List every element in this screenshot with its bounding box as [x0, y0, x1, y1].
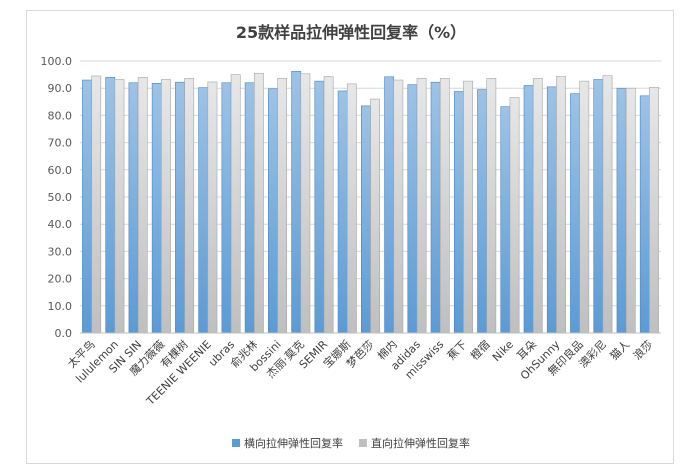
y-tick-label: 80.0	[48, 109, 73, 122]
bar-horizontal	[360, 105, 371, 334]
legend-item-horizontal: 横向拉伸弹性回复率	[232, 435, 343, 451]
bar-vertical	[161, 79, 171, 334]
bar-vertical	[346, 83, 357, 334]
bar-horizontal	[268, 88, 278, 334]
x-tick-label: Nike	[490, 338, 516, 364]
y-tick-label: 50.0	[48, 191, 73, 204]
bar-vertical	[649, 87, 659, 334]
bar-vertical	[463, 80, 473, 334]
bar-vertical	[207, 81, 218, 334]
legend-swatch-vertical	[359, 439, 367, 447]
bar-horizontal	[639, 95, 650, 334]
x-tick-label: 猫人	[608, 338, 633, 363]
bar-horizontal	[82, 79, 92, 334]
bar-vertical	[439, 78, 450, 334]
bar-vertical	[254, 72, 264, 334]
bar-horizontal	[221, 82, 232, 334]
bar-vertical	[137, 77, 148, 334]
y-tick-label: 70.0	[48, 137, 73, 150]
chart-title: 25款样品拉伸弹性回复率（%）	[235, 23, 467, 42]
legend-item-vertical: 直向拉伸弹性回复率	[359, 435, 470, 451]
bar-vertical	[230, 74, 241, 334]
bar-vertical	[602, 75, 613, 334]
bar-vertical	[277, 78, 288, 334]
bar-vertical	[184, 78, 195, 334]
bar-horizontal	[384, 76, 395, 334]
legend-swatch-horizontal	[232, 439, 240, 447]
y-tick-label: 100.0	[41, 55, 73, 68]
bar-vertical	[370, 98, 380, 334]
bar-vertical	[625, 87, 636, 334]
bar-horizontal	[244, 82, 255, 334]
bar-vertical	[579, 80, 590, 334]
bar-vertical	[416, 78, 427, 334]
y-tick-label: 40.0	[48, 218, 73, 231]
bar-horizontal	[570, 93, 580, 334]
y-tick-label: 60.0	[48, 164, 73, 177]
bar-vertical	[486, 78, 497, 334]
y-tick-label: 20.0	[48, 273, 73, 286]
bar-horizontal	[430, 81, 441, 334]
y-tick-label: 0.0	[55, 327, 73, 340]
y-tick-label: 30.0	[48, 245, 73, 258]
bar-horizontal	[175, 81, 185, 334]
legend-label-horizontal: 横向拉伸弹性回复率	[244, 437, 343, 450]
bar-horizontal	[523, 85, 534, 334]
bar-horizontal	[593, 79, 604, 334]
bar-horizontal	[477, 89, 487, 334]
bar-horizontal	[105, 77, 116, 334]
bar-vertical	[393, 79, 404, 334]
chart-legend: 横向拉伸弹性回复率 直向拉伸弹性回复率	[27, 435, 675, 451]
bar-horizontal	[453, 91, 464, 334]
x-tick-label: 橙宿	[467, 337, 492, 362]
bar-horizontal	[198, 87, 209, 334]
bar-vertical	[532, 78, 543, 334]
bar-horizontal	[314, 80, 325, 334]
bar-horizontal	[546, 86, 557, 334]
bar-horizontal	[407, 84, 418, 334]
bar-vertical	[91, 75, 102, 334]
bar-vertical	[323, 76, 334, 334]
bar-vertical	[114, 79, 125, 334]
bar-chart: 0.0 10.0 20.0 30.0 40.0 50.0 60.0 70.0 80.0 90.0 1…	[41, 55, 661, 408]
bar-horizontal	[151, 83, 162, 334]
x-tick-label: 浪莎	[630, 337, 655, 362]
bar-vertical	[509, 97, 520, 334]
bar-vertical	[300, 73, 311, 334]
bar-vertical	[556, 76, 566, 334]
bar-horizontal	[616, 87, 627, 334]
bar-horizontal	[128, 82, 139, 334]
bar-horizontal	[291, 71, 302, 334]
legend-label-vertical: 直向拉伸弹性回复率	[371, 437, 470, 450]
y-tick-label: 90.0	[48, 82, 73, 95]
bar-horizontal	[337, 90, 348, 334]
bar-horizontal	[500, 106, 511, 334]
x-tick-label: 蕉下	[445, 338, 470, 363]
chart-frame: 25款样品拉伸弹性回复率（%） 0.0 10.0 20.0 30.0 40.0 50.0 6…	[26, 10, 674, 464]
y-tick-label: 10.0	[48, 300, 73, 313]
